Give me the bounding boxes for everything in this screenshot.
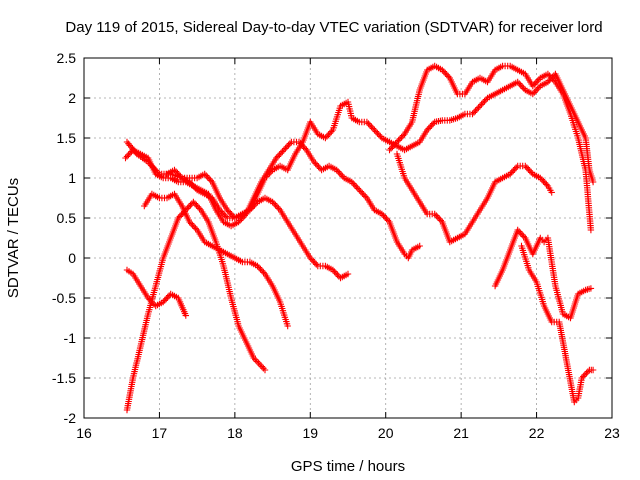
x-tick-label: 21 [453,425,469,441]
series-markers [163,70,597,222]
y-tick-label: 2.5 [57,50,77,66]
y-tick-label: -1.5 [52,370,76,386]
series-track-10 [518,242,597,406]
y-tick-label: 2 [68,90,76,106]
series-track-5 [141,190,291,330]
grid-lines [84,58,612,418]
x-tick-label: 19 [302,425,318,441]
y-axis-label: SDTVAR / TECUs [5,178,22,298]
x-tick-label: 20 [378,425,394,441]
axis-ticks: 16 17 18 19 20 21 22 23 -2 -1.5 -1 -0.5 0 0.5 1 1.5 2 2.5 [52,50,620,441]
series-markers [491,226,595,322]
series-line [166,72,594,219]
y-tick-label: -2 [64,410,77,426]
series-track-3 [123,266,189,319]
series-track-6 [163,70,597,222]
series-markers [141,190,291,330]
series-track-7 [386,62,595,234]
series-track-8 [393,150,555,246]
series-track-9 [491,226,595,322]
y-tick-label: 0.5 [57,210,77,226]
y-tick-label: 0 [68,250,76,266]
chart-title: Day 119 of 2015, Sidereal Day-to-day VTE… [65,19,602,36]
plot-frame [83,57,613,419]
y-tick-label: -1 [64,330,77,346]
y-tick-label: 1 [68,170,76,186]
x-tick-label: 22 [529,425,545,441]
y-tick-label: 1.5 [57,130,77,146]
series-track-4 [123,198,269,414]
x-tick-label: 18 [227,425,243,441]
x-tick-label: 16 [76,425,92,441]
series-line [126,201,266,411]
y-tick-label: -0.5 [52,290,76,306]
series-markers [518,242,597,406]
series-markers [386,62,595,234]
x-axis-label: GPS time / hours [291,458,405,475]
x-tick-label: 23 [604,425,620,441]
data-series [122,62,597,414]
x-tick-label: 17 [152,425,168,441]
series-markers [393,150,555,246]
